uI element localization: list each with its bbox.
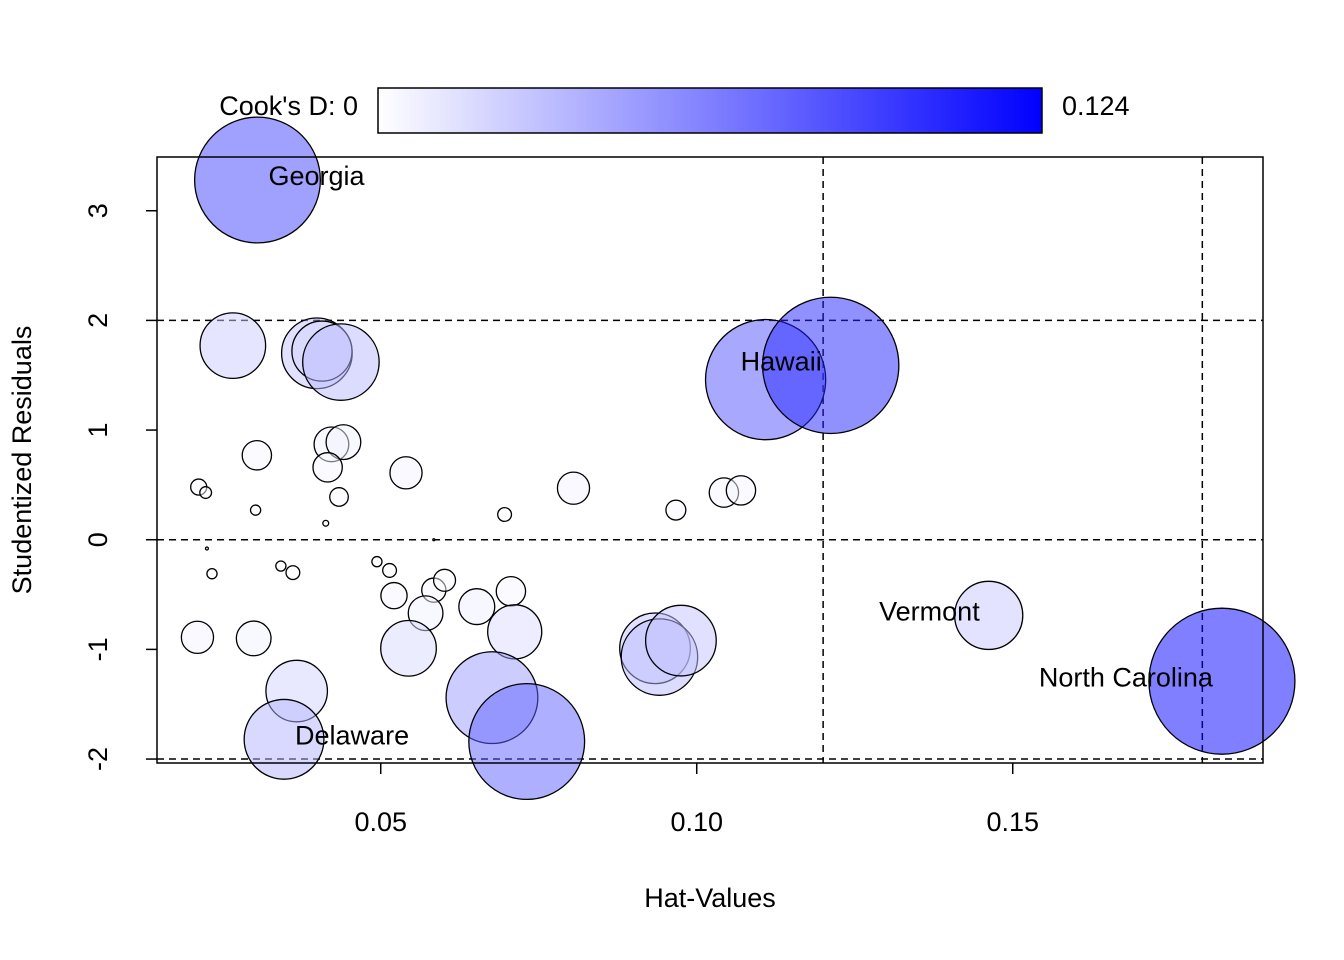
bubble	[953, 580, 1024, 651]
colorbar-min: 0	[343, 91, 358, 121]
y-tick-label: 3	[83, 203, 113, 218]
bubble	[725, 475, 757, 506]
y-tick-label: -2	[83, 747, 113, 771]
bubble	[665, 499, 687, 521]
bubble	[761, 296, 900, 435]
x-axis-label: Hat-Values	[644, 883, 776, 913]
bubble	[382, 562, 398, 578]
point-label: Vermont	[879, 597, 980, 627]
bubble	[302, 323, 380, 401]
bubble	[322, 519, 330, 527]
bubble	[206, 567, 218, 580]
point-label: Georgia	[268, 161, 365, 191]
bubble	[389, 456, 423, 490]
bubble	[371, 555, 383, 568]
y-tick-label: -1	[83, 637, 113, 661]
bubble	[285, 565, 301, 581]
point-label: Hawaii	[741, 346, 822, 376]
y-tick-label: 2	[83, 313, 113, 328]
bubble	[243, 698, 325, 780]
bubble	[275, 560, 287, 572]
x-tick-label: 0.05	[354, 807, 407, 837]
bubble	[432, 538, 436, 542]
y-tick-label: 0	[83, 532, 113, 547]
y-axis-label: Studentized Residuals	[7, 326, 37, 595]
bubble	[458, 588, 496, 626]
colorbar-title: Cook's D:	[219, 91, 335, 121]
colorbar	[377, 87, 1043, 134]
bubble	[180, 620, 215, 655]
bubble	[380, 581, 408, 610]
bubble	[204, 546, 210, 551]
bubble	[495, 575, 527, 607]
bubble	[312, 452, 343, 483]
bubble	[199, 486, 213, 500]
colorbar-min-label: Cook's D: 0	[219, 91, 358, 121]
bubble	[556, 471, 591, 505]
point-label: North Carolina	[1039, 662, 1214, 692]
bubble	[241, 439, 273, 471]
bubble	[497, 506, 513, 523]
bubble	[644, 604, 717, 677]
x-tick-label: 0.15	[986, 807, 1039, 837]
plot-frame	[156, 156, 1264, 764]
bubble	[380, 619, 437, 677]
bubble	[1148, 607, 1296, 755]
bubble	[235, 620, 272, 657]
bubble	[249, 504, 262, 516]
y-tick-label: 1	[83, 423, 113, 438]
point-label: Delaware	[295, 720, 409, 750]
bubble	[432, 568, 457, 592]
bubble	[325, 424, 362, 461]
x-tick-label: 0.10	[670, 807, 723, 837]
bubble	[329, 487, 349, 507]
bubble	[468, 682, 586, 801]
bubble	[487, 604, 543, 660]
colorbar-max: 0.124	[1062, 91, 1130, 121]
bubble	[199, 312, 267, 380]
bubble	[193, 116, 322, 244]
